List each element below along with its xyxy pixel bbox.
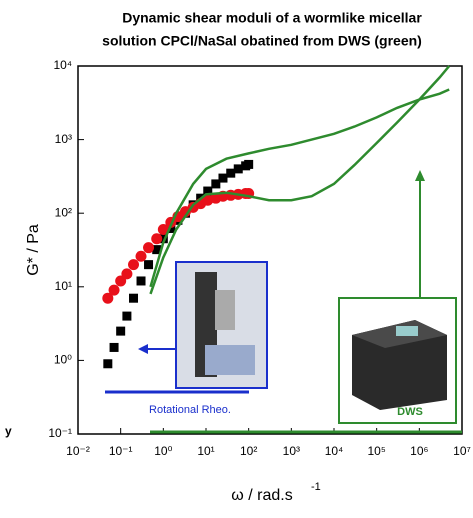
- data-point: [121, 268, 133, 280]
- x-tick-label: 10⁷: [453, 444, 471, 458]
- chart-title: Dynamic shear moduli of a wormlike micel…: [122, 10, 422, 26]
- x-tick-label: 10⁴: [325, 444, 344, 458]
- data-point: [103, 359, 113, 369]
- x-tick-label: 10¹: [197, 444, 214, 458]
- y-tick-label: 10⁴: [53, 58, 72, 72]
- data-point: [151, 233, 163, 245]
- y-tick-label: 10¹: [55, 279, 72, 293]
- data-point: [102, 292, 114, 304]
- data-point: [244, 159, 254, 169]
- annotation: Rotational Rheo.: [149, 404, 231, 416]
- x-tick-label: 10⁻²: [66, 444, 90, 458]
- data-point: [203, 186, 213, 196]
- x-axis-label: ω / rad.s: [231, 487, 292, 504]
- fragment-text: y: [5, 424, 12, 438]
- data-point: [211, 179, 221, 189]
- x-tick-label: 10³: [283, 444, 300, 458]
- data-line: [149, 88, 450, 288]
- data-point: [144, 260, 154, 270]
- y-axis-label: G* / Pa: [25, 224, 42, 276]
- data-point: [157, 224, 169, 236]
- data-point: [226, 168, 236, 178]
- x-axis-label-sup: -1: [311, 481, 321, 493]
- x-tick-label: 10²: [240, 444, 257, 458]
- arrow-head: [138, 344, 148, 354]
- data-point: [233, 164, 243, 174]
- y-tick-label: 10³: [55, 132, 72, 146]
- y-tick-label: 10⁻¹: [48, 426, 72, 440]
- x-tick-label: 10⁵: [368, 444, 386, 458]
- y-tick-label: 10²: [55, 205, 72, 219]
- x-tick-label: 10⁻¹: [109, 444, 133, 458]
- data-point: [115, 275, 127, 287]
- x-tick-label: 10⁶: [410, 444, 428, 458]
- data-point: [116, 326, 126, 336]
- data-point: [218, 173, 228, 183]
- data-line: [149, 65, 451, 295]
- annotation: DWS: [397, 406, 423, 418]
- plot-frame: [77, 65, 463, 435]
- chart-title: solution CPCl/NaSal obatined from DWS (g…: [102, 33, 422, 49]
- data-point: [136, 276, 146, 286]
- data-point: [128, 259, 140, 271]
- x-tick-label: 10⁰: [154, 444, 172, 458]
- arrow-head: [415, 170, 425, 181]
- data-point: [108, 284, 120, 296]
- photo-detail: [215, 290, 235, 330]
- data-point: [158, 234, 168, 244]
- data-point: [166, 223, 176, 233]
- y-tick-label: 10⁰: [54, 353, 72, 367]
- data-point: [122, 311, 132, 321]
- data-point: [152, 245, 162, 255]
- data-point: [143, 242, 155, 254]
- photo-detail: [205, 345, 255, 375]
- data-point: [135, 250, 147, 262]
- photo-detail: [396, 326, 418, 336]
- data-point: [129, 293, 139, 303]
- data-point: [109, 342, 119, 352]
